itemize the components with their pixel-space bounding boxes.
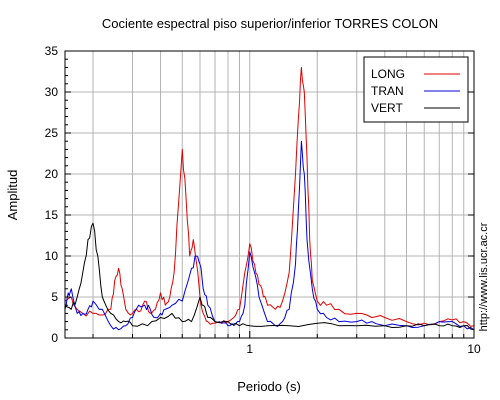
y-tick-label: 30 (45, 85, 59, 99)
legend-label-tran: TRAN (371, 84, 404, 98)
legend: LONG TRAN VERT (363, 56, 469, 123)
series-line-tran (64, 140, 475, 331)
y-tick-label: 0 (51, 331, 58, 345)
y-tick-label: 15 (45, 208, 59, 222)
legend-box (363, 56, 469, 123)
y-tick-label: 25 (45, 126, 59, 140)
x-tick-label: 10 (467, 342, 481, 356)
plot-frame (64, 50, 475, 339)
y-axis-label: Amplitud (5, 170, 20, 221)
y-tick-label: 20 (45, 167, 59, 181)
x-axis-label: Periodo (s) (237, 379, 301, 394)
series-group (64, 66, 475, 331)
source-watermark: http://www.lis.ucr.ac.cr (478, 222, 490, 331)
axis-ticks: 1 10 0 5 10 15 20 25 30 35 (45, 44, 481, 356)
y-tick-label: 35 (45, 44, 59, 58)
chart-title: Cociente espectral piso superior/inferio… (102, 16, 438, 31)
legend-label-long: LONG (371, 67, 405, 81)
y-tick-label: 5 (51, 290, 58, 304)
legend-label-vert: VERT (371, 101, 403, 115)
x-tick-label: 1 (246, 342, 253, 356)
series-line-vert (64, 222, 475, 331)
y-tick-label: 10 (45, 249, 59, 263)
